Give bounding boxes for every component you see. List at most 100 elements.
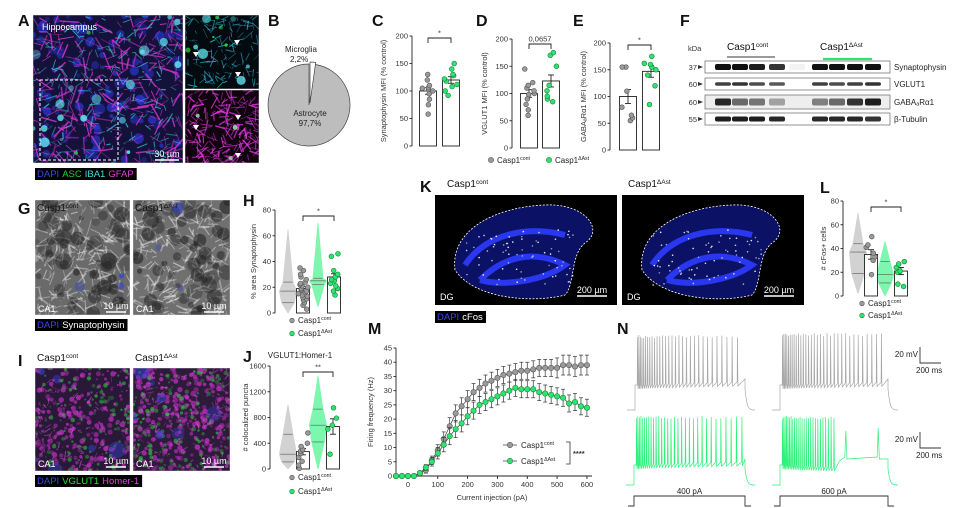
- kda-label: kDa: [688, 44, 702, 53]
- cell: [155, 282, 165, 292]
- cell: [121, 390, 123, 393]
- cell: [94, 423, 100, 429]
- cell: [142, 31, 147, 36]
- fiber: [186, 273, 192, 282]
- cell: [161, 411, 165, 415]
- cell: [33, 33, 37, 41]
- legend-label-control: Casp1cont: [497, 156, 530, 165]
- fiber: [209, 57, 215, 67]
- group-base: Casp1: [521, 441, 545, 450]
- data-point: [542, 390, 549, 397]
- cell: [178, 293, 190, 304]
- cell: [185, 403, 189, 407]
- data-point-ast: [449, 66, 455, 72]
- group-superscript: ΔAst: [321, 329, 333, 335]
- fiber: [161, 307, 169, 310]
- fiber: [243, 127, 248, 139]
- fiber: [92, 74, 103, 81]
- cell: [77, 448, 82, 453]
- cell: [139, 49, 145, 55]
- cell: [49, 397, 54, 402]
- group-base: Casp1: [820, 42, 849, 53]
- fiber: [231, 63, 241, 68]
- data-point-ast: [652, 83, 658, 89]
- cell: [150, 406, 155, 412]
- cell: [109, 113, 114, 118]
- cell: [122, 420, 125, 423]
- group-superscript: cont: [544, 441, 554, 447]
- y-tick-label: 150: [593, 65, 606, 74]
- fiber: [215, 72, 220, 75]
- fiber: [42, 55, 51, 62]
- data-point-control: [865, 242, 871, 248]
- protein-label: GABAₐRα1: [894, 98, 935, 107]
- fiber: [125, 231, 127, 239]
- cell: [215, 15, 219, 20]
- fiber: [76, 250, 85, 262]
- fiber: [217, 81, 224, 89]
- cell: [169, 461, 174, 466]
- cell: [36, 88, 47, 98]
- fiber: [152, 458, 158, 462]
- data-point: [398, 472, 405, 479]
- fiber: [201, 206, 205, 219]
- fiber: [50, 292, 59, 302]
- fiber: [57, 402, 62, 405]
- cell: [45, 249, 54, 258]
- legend-background: [35, 475, 143, 487]
- fiber: [85, 245, 93, 250]
- fiber: [195, 397, 198, 401]
- cell: [41, 200, 59, 210]
- data-point-ast: [544, 88, 550, 94]
- fiber: [170, 268, 186, 273]
- cfos-positive-cell: [680, 272, 683, 274]
- cell: [210, 384, 215, 389]
- cell: [88, 403, 92, 407]
- fiber: [84, 299, 87, 314]
- fiber: [245, 30, 254, 39]
- legend-channel-dapi: DAPI: [37, 320, 59, 331]
- cfos-positive-cell: [653, 264, 656, 267]
- fiber: [160, 109, 163, 116]
- fiber: [91, 67, 94, 76]
- fiber: [121, 105, 127, 111]
- legend-marker-ast: [289, 488, 295, 495]
- fiber: [220, 160, 230, 163]
- fiber: [238, 158, 243, 163]
- fiber: [211, 147, 214, 154]
- legend-channel-dapi: DAPI: [37, 476, 59, 487]
- cell: [119, 116, 126, 124]
- data-point-control: [869, 233, 875, 240]
- fiber: [172, 84, 179, 87]
- cell: [78, 406, 82, 409]
- fiber: [221, 243, 230, 248]
- fiber: [54, 290, 68, 294]
- cell: [183, 205, 197, 220]
- cell: [42, 429, 45, 432]
- cell: [93, 409, 97, 412]
- fiber: [75, 86, 83, 104]
- fiber: [204, 119, 209, 134]
- blot-band: [749, 82, 765, 86]
- fiber: [220, 137, 224, 147]
- cfos-positive-cell: [748, 243, 751, 246]
- fiber: [240, 114, 252, 120]
- cell: [43, 251, 58, 266]
- fiber: [34, 142, 39, 159]
- fiber: [225, 125, 232, 136]
- legend-label-ast: Casp1ΔAst: [298, 329, 333, 338]
- fiber: [48, 151, 54, 159]
- cell: [78, 429, 82, 433]
- cell: [167, 15, 173, 20]
- y-tick-label: 0: [835, 292, 839, 301]
- fiber: [60, 25, 81, 28]
- mw-marker-label: 37: [689, 63, 697, 72]
- fiber: [176, 211, 186, 219]
- fiber: [191, 116, 200, 129]
- cfos-positive-cell: [501, 268, 504, 270]
- cfos-positive-cell: [511, 241, 514, 243]
- arrowhead-icon: [235, 72, 241, 77]
- cell: [168, 446, 172, 450]
